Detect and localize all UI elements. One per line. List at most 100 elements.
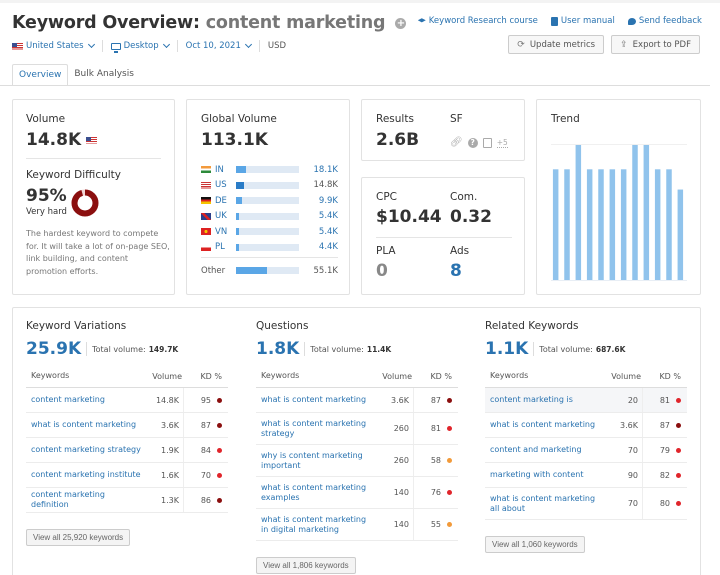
country-selector[interactable]: United States bbox=[12, 40, 95, 51]
trend-bar[interactable] bbox=[620, 169, 627, 280]
keyword-volume: 140 bbox=[374, 509, 414, 540]
keyword-table: Keywords Volume KD % content marketing 1… bbox=[26, 365, 228, 513]
kd-donut-chart bbox=[71, 189, 99, 217]
section-count[interactable]: 1.8K bbox=[256, 339, 300, 359]
view-all-button[interactable]: View all 1,806 keywords bbox=[256, 557, 356, 574]
kd-value: 84 bbox=[200, 445, 211, 455]
kd-indicator-dot bbox=[217, 472, 222, 478]
share-bar bbox=[236, 166, 299, 173]
device-selector[interactable]: Desktop bbox=[110, 40, 170, 53]
keyword-kd: 87 bbox=[414, 396, 458, 405]
keyword-link[interactable]: content marketing bbox=[31, 395, 105, 404]
keyword-link[interactable]: content marketing definition bbox=[31, 490, 105, 509]
keyword-research-course-link[interactable]: Keyword Research course bbox=[417, 16, 538, 26]
user-manual-link[interactable]: User manual bbox=[550, 16, 615, 26]
currency-label: USD bbox=[267, 41, 287, 51]
keyword-link[interactable]: what is content marketing in digital mar… bbox=[261, 514, 367, 534]
divider bbox=[176, 40, 178, 52]
country-code: PL bbox=[215, 242, 225, 252]
keyword-link[interactable]: content and marketing bbox=[490, 445, 582, 454]
trend-bar[interactable] bbox=[643, 145, 650, 280]
keyword-link[interactable]: marketing with content bbox=[490, 470, 584, 479]
trend-bar[interactable] bbox=[598, 169, 604, 280]
total-volume-value: 687.6K bbox=[595, 344, 626, 354]
country-row[interactable]: PL 4.4K bbox=[201, 241, 338, 254]
trend-bar[interactable] bbox=[654, 169, 661, 280]
total-volume: Total volume: 149.7K bbox=[92, 345, 178, 354]
country-code: DE bbox=[215, 195, 227, 206]
keyword-link[interactable]: content marketing strategy bbox=[31, 445, 141, 454]
volume-value: 14.8K bbox=[26, 130, 82, 150]
share-bar-fill bbox=[236, 212, 240, 220]
table-row: content marketing 14.8K 95 bbox=[26, 388, 228, 413]
kd-value: 81 bbox=[659, 395, 670, 405]
vn-flag-icon bbox=[201, 228, 211, 235]
kd-value: 81 bbox=[430, 424, 441, 433]
trend-bar[interactable] bbox=[586, 169, 593, 280]
column-kd-label: KD % bbox=[200, 371, 222, 381]
more-serp-features[interactable]: +5 bbox=[496, 137, 508, 148]
trend-bar[interactable] bbox=[575, 145, 582, 280]
question-icon[interactable]: ? bbox=[467, 137, 478, 148]
trend-bar[interactable] bbox=[564, 169, 570, 280]
view-all-button[interactable]: View all 1,060 keywords bbox=[485, 536, 585, 553]
date-selector[interactable]: Oct 10, 2021 bbox=[186, 40, 252, 51]
section-count[interactable]: 1.1K bbox=[485, 339, 529, 359]
table-row: content marketing strategy 1.9K 84 bbox=[26, 438, 228, 463]
country-row[interactable]: IN 18.1K bbox=[201, 163, 338, 176]
tab-bulk-analysis[interactable]: Bulk Analysis bbox=[74, 69, 134, 79]
export-icon: ⇪ bbox=[620, 39, 628, 50]
cpc-card: CPC $10.44 Com. 0.32 PLA 0 Ads 8 bbox=[361, 177, 525, 295]
column-keywords: Keywords bbox=[490, 371, 529, 380]
ads-value[interactable]: 8 bbox=[450, 261, 462, 281]
keyword-volume: 70 bbox=[603, 488, 643, 519]
trend-chart bbox=[551, 144, 687, 281]
divider bbox=[258, 40, 260, 52]
graduation-cap-icon bbox=[417, 18, 426, 23]
send-feedback-link[interactable]: Send feedback bbox=[627, 16, 702, 26]
keyword-link[interactable]: what is content marketing bbox=[31, 420, 137, 429]
trend-bar[interactable] bbox=[632, 145, 638, 280]
view-all-button[interactable]: View all 25,920 keywords bbox=[26, 529, 131, 546]
section-count[interactable]: 25.9K bbox=[26, 339, 82, 359]
table-row: marketing with content 90 82 bbox=[485, 463, 687, 488]
table-row: content marketing is 20 81 bbox=[485, 388, 687, 413]
keyword-volume: 90 bbox=[603, 463, 643, 487]
column-kd-label: KD % bbox=[430, 371, 452, 381]
keyword-link[interactable]: what is content marketing all about bbox=[490, 493, 596, 513]
kd-indicator-dot bbox=[217, 422, 222, 428]
keyword-kd: 79 bbox=[643, 446, 687, 455]
country-row[interactable]: US 14.8K bbox=[201, 179, 338, 192]
country-row[interactable]: VN 5.4K bbox=[201, 225, 338, 238]
kd-indicator-dot bbox=[447, 397, 452, 403]
keyword-link[interactable]: content marketing is bbox=[490, 395, 573, 404]
keyword-link[interactable]: content marketing institute bbox=[31, 470, 141, 479]
keyword-link[interactable]: what is content marketing bbox=[490, 420, 596, 429]
export-pdf-button[interactable]: ⇪ Export to PDF bbox=[611, 35, 700, 54]
trend-bar[interactable] bbox=[552, 169, 559, 280]
uk-flag-icon bbox=[201, 212, 211, 220]
country-row[interactable]: DE 9.9K bbox=[201, 194, 338, 207]
country-row[interactable]: UK 5.4K bbox=[201, 210, 338, 223]
keyword-volume: 1.9K bbox=[144, 438, 184, 462]
page-icon[interactable] bbox=[482, 137, 492, 148]
column-volume: Volume bbox=[611, 371, 641, 381]
keyword-link[interactable]: what is content marketing bbox=[261, 395, 367, 404]
add-to-list-icon[interactable]: + bbox=[395, 18, 407, 29]
update-metrics-button[interactable]: ⟳ Update metrics bbox=[508, 35, 605, 54]
country-code: US bbox=[215, 180, 227, 190]
divider bbox=[26, 158, 161, 159]
keyword-kd: 82 bbox=[643, 471, 687, 480]
kd-status: Very hard bbox=[26, 207, 67, 217]
trend-bar[interactable] bbox=[677, 189, 684, 280]
trend-bar[interactable] bbox=[666, 169, 672, 280]
keyword-ideas-panel: Keyword Variations 25.9K Total volume: 14… bbox=[12, 307, 701, 575]
link-icon[interactable]: 🔗︎ bbox=[450, 137, 463, 148]
tab-overview[interactable]: Overview bbox=[12, 64, 69, 86]
keyword-link[interactable]: why is content marketing important bbox=[261, 450, 363, 470]
keyword-kd: 95 bbox=[184, 396, 228, 405]
keyword-link[interactable]: what is content marketing strategy bbox=[261, 418, 367, 438]
keyword-link[interactable]: what is content marketing examples bbox=[261, 482, 367, 502]
table-row: content marketing definition 1.3K 86 bbox=[26, 488, 228, 513]
trend-bar[interactable] bbox=[609, 169, 616, 280]
